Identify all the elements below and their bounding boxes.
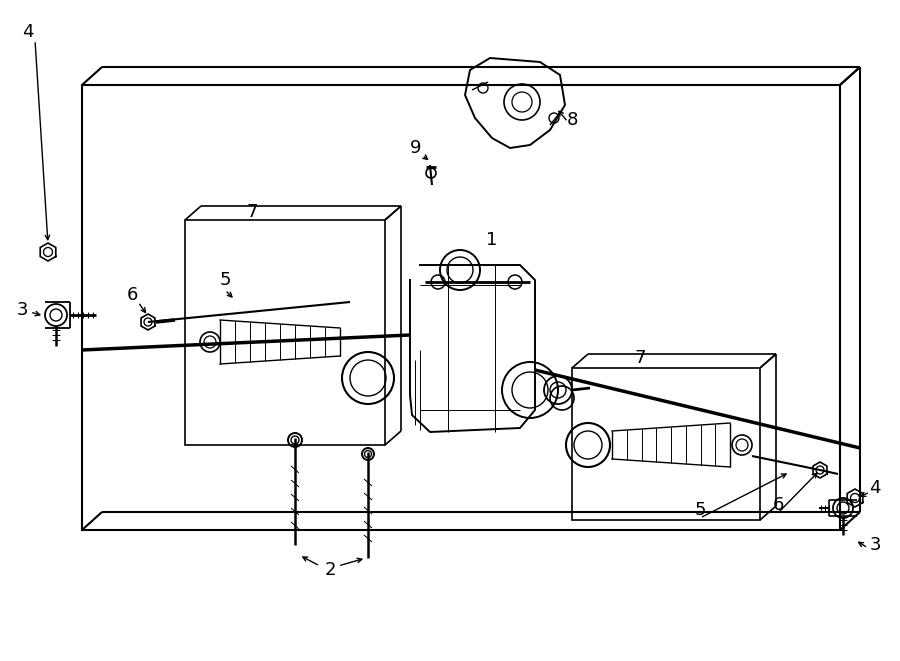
Text: 7: 7 (247, 203, 257, 221)
Text: 7: 7 (634, 349, 646, 367)
Text: 2: 2 (324, 561, 336, 579)
Text: 6: 6 (126, 286, 138, 304)
Text: 5: 5 (220, 271, 230, 289)
Text: 3: 3 (869, 536, 881, 554)
Text: 1: 1 (486, 231, 498, 249)
Text: 9: 9 (410, 139, 422, 157)
Text: 8: 8 (566, 111, 578, 129)
Text: 4: 4 (22, 23, 34, 41)
Text: 6: 6 (772, 496, 784, 514)
Text: 3: 3 (16, 301, 28, 319)
Text: 4: 4 (869, 479, 881, 497)
Text: 5: 5 (694, 501, 706, 519)
